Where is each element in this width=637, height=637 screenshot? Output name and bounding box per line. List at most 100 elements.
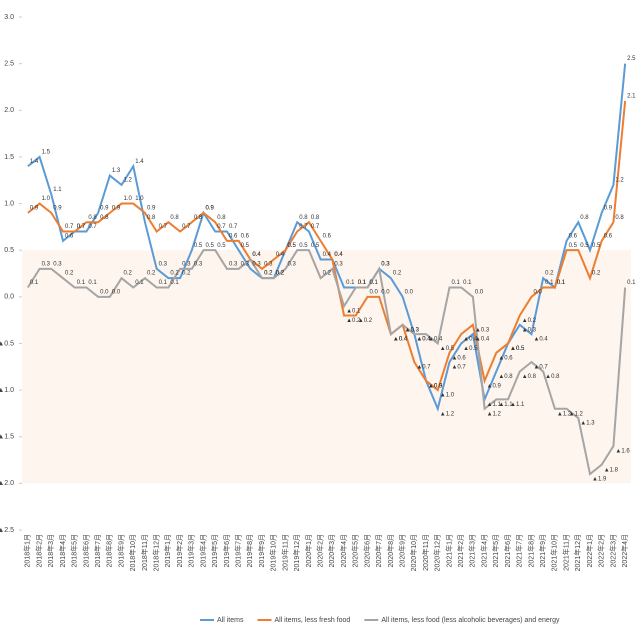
data-label: 0.3 [159, 261, 168, 267]
data-label: 0.2 [264, 271, 273, 277]
x-tick-label: 2020年6月 [362, 534, 371, 567]
x-tick-label: 2021年6月 [503, 534, 512, 567]
x-tick-label: 2021年4月 [479, 534, 488, 567]
x-tick-label: 2019年12月 [292, 534, 301, 571]
data-label: ▲0.4 [393, 337, 408, 343]
data-label: 0.9 [53, 205, 62, 211]
data-label: 0.1 [451, 280, 460, 286]
data-label: 0.4 [334, 252, 343, 258]
x-tick-label: 2022年1月 [585, 534, 594, 567]
y-tick-label: ▲0.5 [0, 340, 14, 347]
x-tick-label: 2019年2月 [175, 534, 184, 567]
data-label: 0.4 [334, 252, 343, 258]
data-label: 0.1 [369, 280, 378, 286]
data-label: 1.2 [615, 177, 624, 183]
data-label: 0.2 [124, 271, 133, 277]
data-label: 0.9 [206, 205, 215, 211]
data-label: ▲0.3 [405, 327, 420, 333]
data-label: 0.6 [604, 233, 613, 239]
data-label: ▲0.5 [440, 346, 455, 352]
data-label: ▲0.4 [463, 337, 478, 343]
data-label: 1.0 [135, 196, 144, 202]
data-label: 0.3 [334, 261, 343, 267]
data-label: 0.4 [252, 252, 261, 258]
data-label: 0.1 [463, 280, 472, 286]
x-tick-label: 2019年11月 [280, 534, 289, 571]
x-tick-label: 2018年10月 [128, 534, 137, 571]
data-label: 2.5 [627, 56, 636, 62]
data-label: 0.8 [580, 215, 589, 221]
data-label: ▲1.6 [615, 449, 630, 455]
data-label: ▲0.6 [451, 355, 466, 361]
x-tick-label: 2020年9月 [397, 534, 406, 567]
data-label: ▲1.8 [604, 467, 619, 473]
data-label: 0.1 [170, 280, 179, 286]
data-label: 0.8 [299, 215, 308, 221]
data-label: 0.8 [311, 215, 320, 221]
x-tick-label: 2018年4月 [58, 534, 67, 567]
x-tick-label: 2019年3月 [187, 534, 196, 567]
data-label: ▲0.5 [510, 346, 525, 352]
data-label: ▲1.2 [440, 411, 455, 417]
x-tick-label: 2022年2月 [597, 534, 606, 567]
data-label: 0.6 [323, 233, 332, 239]
data-label: ▲0.4 [533, 337, 548, 343]
data-label: ▲0.7 [451, 365, 466, 371]
data-label: 0.8 [100, 215, 109, 221]
data-label: ▲1.9 [592, 477, 607, 483]
data-label: 0.5 [241, 243, 250, 249]
legend-label: All items [217, 617, 244, 624]
data-label: 0.2 [592, 271, 601, 277]
data-label: 0.2 [264, 271, 273, 277]
y-tick-label: 1.5 [4, 154, 14, 161]
data-label: 1.2 [124, 177, 133, 183]
data-label: 0.7 [77, 224, 86, 230]
data-label: 1.5 [42, 149, 51, 155]
data-label: ▲0.2 [346, 318, 361, 324]
data-label: ▲0.9 [428, 383, 443, 389]
x-tick-label: 2020年10月 [409, 534, 418, 571]
x-tick-label: 2018年11月 [140, 534, 149, 571]
data-label: ▲0.4 [428, 337, 443, 343]
series-line [27, 100, 627, 392]
data-label: ▲0.5 [510, 346, 525, 352]
x-tick-label: 2020年8月 [386, 534, 395, 567]
data-label: 0.8 [88, 215, 97, 221]
data-label: 0.1 [30, 280, 39, 286]
data-label: ▲0.4 [393, 337, 408, 343]
x-tick-label: 2019年4月 [198, 534, 207, 567]
data-label: 0.2 [276, 271, 285, 277]
data-label: 0.3 [288, 261, 297, 267]
data-label: 0.9 [30, 205, 39, 211]
x-tick-label: 2021年12月 [573, 534, 582, 571]
data-label: ▲0.8 [498, 374, 513, 380]
x-tick-label: 2018年1月 [23, 534, 32, 567]
data-label: 1.3 [112, 168, 121, 174]
x-tick-label: 2021年5月 [491, 534, 500, 567]
data-label: 0.9 [206, 205, 215, 211]
data-label: 0.9 [112, 205, 121, 211]
x-tick-label: 2019年6月 [222, 534, 231, 567]
x-tick-label: 2021年2月 [456, 534, 465, 567]
data-label: 0.1 [557, 280, 566, 286]
data-label: 0.9 [147, 205, 156, 211]
data-label: 0.3 [252, 261, 261, 267]
data-label: 0.0 [405, 289, 414, 295]
data-label: 0.1 [358, 280, 367, 286]
x-tick-label: 2019年10月 [269, 534, 278, 571]
series-line [27, 249, 627, 476]
data-label: 0.1 [346, 280, 355, 286]
data-label: ▲0.1 [346, 309, 361, 315]
data-label: 0.3 [381, 261, 390, 267]
x-tick-label: 2021年1月 [444, 534, 453, 567]
data-label: 0.4 [276, 252, 285, 258]
data-label: 0.0 [475, 289, 484, 295]
data-label: 0.1 [159, 280, 168, 286]
x-tick-label: 2021年10月 [550, 534, 559, 571]
data-label: 0.5 [217, 243, 226, 249]
data-label: 0.6 [569, 233, 578, 239]
data-label: ▲0.3 [475, 327, 490, 333]
x-tick-label: 2018年12月 [152, 534, 161, 571]
x-tick-label: 2022年3月 [608, 534, 617, 567]
